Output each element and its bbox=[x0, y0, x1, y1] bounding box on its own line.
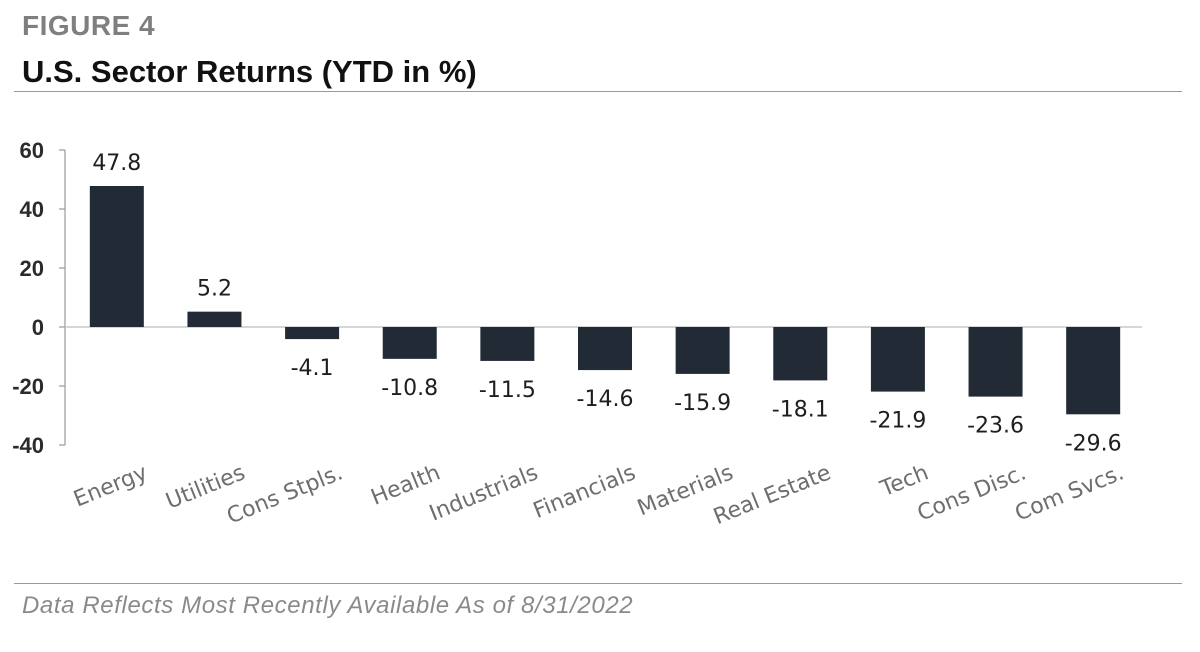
data-labels: 47.8 5.2 -4.1 -10.8 -11.5 -14.6 -15.9 -18.1 -21.… bbox=[92, 151, 1121, 456]
data-label: -23.6 bbox=[967, 414, 1024, 439]
bar bbox=[870, 327, 925, 392]
data-label: 5.2 bbox=[197, 277, 232, 302]
data-label: -18.1 bbox=[772, 397, 829, 422]
bars bbox=[89, 185, 1121, 415]
bar bbox=[773, 327, 828, 381]
y-tick-label: -20 bbox=[12, 374, 44, 399]
category-label: Com Svcs. bbox=[1012, 460, 1128, 526]
category-label: Energy bbox=[70, 460, 151, 512]
footnote: Data Reflects Most Recently Available As… bbox=[22, 592, 634, 619]
bar bbox=[968, 327, 1023, 397]
data-label: -11.5 bbox=[479, 378, 536, 403]
data-label: -15.9 bbox=[674, 391, 731, 416]
y-tick-label: 60 bbox=[20, 138, 44, 163]
data-label: -21.9 bbox=[869, 409, 926, 434]
y-tick-label: 40 bbox=[20, 197, 44, 222]
data-label: -4.1 bbox=[291, 356, 334, 381]
bar bbox=[578, 327, 632, 371]
bar bbox=[675, 327, 730, 374]
bar bbox=[285, 327, 340, 340]
category-label: Industrials bbox=[426, 460, 542, 526]
title-divider bbox=[14, 91, 1182, 92]
data-label: -29.6 bbox=[1065, 431, 1122, 456]
y-tick-label: 0 bbox=[32, 315, 44, 340]
figure-label: FIGURE 4 bbox=[22, 10, 156, 41]
data-label: 47.8 bbox=[92, 151, 141, 176]
data-label: -14.6 bbox=[577, 387, 634, 412]
y-tick-label: 20 bbox=[20, 256, 44, 281]
bar bbox=[187, 311, 242, 327]
bar bbox=[1066, 327, 1121, 415]
category-label: Tech bbox=[876, 460, 932, 502]
footer-divider bbox=[14, 583, 1182, 584]
data-label: -10.8 bbox=[381, 376, 438, 401]
bar bbox=[382, 327, 437, 359]
bar bbox=[89, 185, 144, 327]
bar bbox=[480, 327, 535, 361]
y-tick-label: -40 bbox=[12, 433, 44, 458]
chart-title: U.S. Sector Returns (YTD in %) bbox=[22, 54, 477, 89]
category-label: Cons Disc. bbox=[914, 460, 1030, 526]
category-label: Financials bbox=[530, 460, 639, 524]
